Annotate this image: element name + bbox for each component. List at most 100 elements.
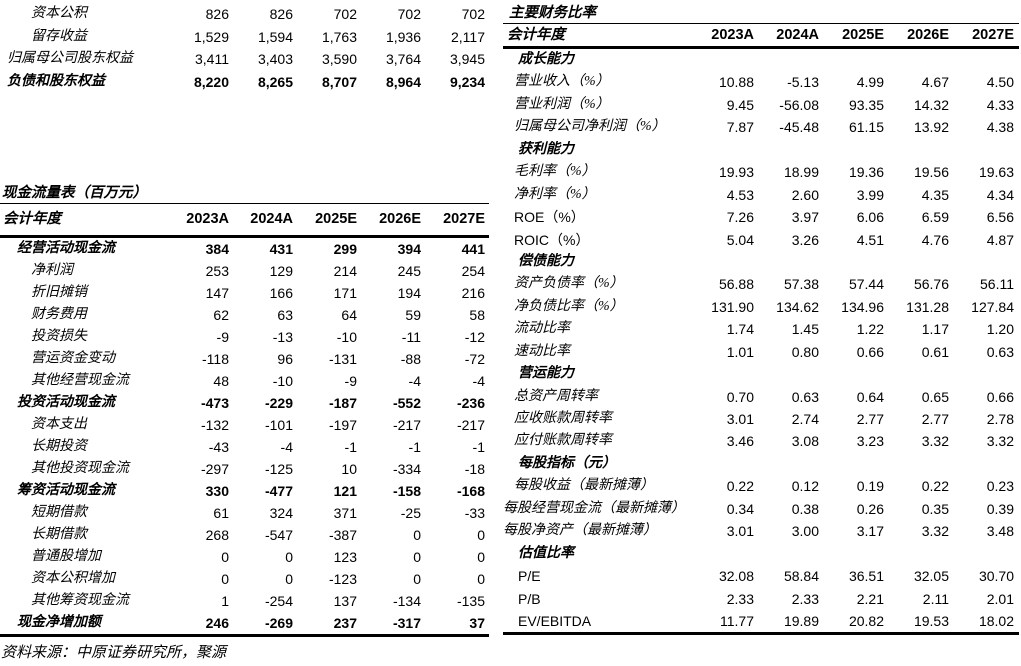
- cell: 0: [221, 549, 229, 565]
- row-label: 归属母公司净利润（%）: [514, 119, 666, 135]
- cell: 0.80: [791, 343, 819, 360]
- table-row: 其他经营现金流 48 -10 -9 -4 -4: [0, 370, 489, 392]
- cell: -132: [200, 417, 229, 433]
- cell: 1.74: [726, 321, 754, 338]
- table-row: EV/EBITDA 11.77 19.89 20.82 19.53 18.02: [503, 610, 1019, 632]
- cell: 137: [333, 593, 357, 609]
- row-label: 资本公积增加: [31, 571, 115, 586]
- cell: 2.33: [791, 590, 819, 607]
- row-label: P/E: [518, 568, 541, 585]
- cell: 0: [477, 571, 485, 587]
- table-row: 资本支出 -132 -101 -197 -217 -217: [0, 414, 489, 436]
- row-label: 成长能力: [518, 52, 574, 67]
- cell: [954, 543, 1019, 565]
- cell: 30.70: [978, 568, 1014, 585]
- cell: 194: [397, 285, 421, 301]
- cell: 147: [205, 285, 229, 301]
- row-label: 长期借款: [31, 527, 87, 542]
- cell: 2.74: [791, 411, 819, 427]
- cell: -4: [408, 373, 421, 389]
- cell: -33: [464, 505, 485, 521]
- cell: 6.06: [856, 209, 884, 226]
- cell: [889, 251, 954, 273]
- cell: [954, 453, 1019, 475]
- cell: 13.92: [913, 119, 949, 136]
- cell: 330: [205, 483, 229, 499]
- row-label: ROE（%）: [514, 209, 585, 226]
- cell: 4.50: [986, 74, 1014, 91]
- cell: -236: [456, 395, 485, 411]
- row-label: 速动比率: [514, 343, 570, 359]
- row-label: 归属母公司股东权益: [7, 51, 133, 66]
- row-label: 应付账款周转率: [514, 433, 612, 449]
- cell: 245: [397, 263, 421, 279]
- cell: -9: [216, 329, 229, 345]
- cell: 6.59: [921, 209, 949, 226]
- row-label: 每股净资产（最新摊薄）: [503, 523, 657, 539]
- cell: 9,234: [449, 73, 485, 90]
- cell: [759, 453, 824, 475]
- cell: 32.08: [718, 568, 754, 585]
- cell: 4.76: [921, 231, 949, 248]
- row-label: 其他筹资现金流: [31, 593, 129, 608]
- year-column-header: 2025E: [842, 27, 884, 43]
- cell: 441: [461, 241, 485, 257]
- cell: 64: [341, 307, 357, 323]
- cell: 2.78: [986, 411, 1014, 427]
- cell: -43: [208, 439, 229, 455]
- table-row: 净利润 253 129 214 245 254: [0, 260, 489, 282]
- cell: 1,936: [385, 28, 421, 45]
- cell: 394: [397, 241, 421, 257]
- cell: -134: [392, 593, 421, 609]
- cell: 3.01: [726, 523, 754, 540]
- row-label: 营运资金变动: [31, 351, 115, 366]
- cell: 3.01: [726, 411, 754, 427]
- cell: [759, 251, 824, 273]
- cell: 61: [213, 505, 229, 521]
- cell: 826: [269, 6, 293, 22]
- table-row: 投资活动现金流 -473 -229 -187 -552 -236: [0, 392, 489, 414]
- cell: 0.66: [856, 343, 884, 360]
- cell: 324: [269, 505, 293, 521]
- table-row: 每股收益（最新摊薄） 0.22 0.12 0.19 0.22 0.23: [503, 475, 1019, 497]
- cell: [824, 139, 889, 161]
- fiscal-year-header-label: 会计年度: [3, 211, 61, 227]
- cell: -10: [336, 329, 357, 345]
- row-label: 净利率（%）: [514, 186, 596, 202]
- cell: [759, 543, 824, 565]
- cell: -477: [264, 483, 293, 499]
- cell: 56.11: [980, 276, 1014, 293]
- row-label: 应收账款周转率: [514, 411, 612, 426]
- year-column-headers: 2023A 2024A 2025E 2026E 2027E: [169, 204, 489, 235]
- table-row: 应付账款周转率 3.46 3.08 3.23 3.32 3.32: [503, 430, 1019, 452]
- cell: [824, 453, 889, 475]
- cell: 1,594: [257, 28, 293, 45]
- cell: -158: [392, 483, 421, 499]
- cell: -254: [264, 593, 293, 609]
- row-label: 短期借款: [31, 505, 87, 520]
- cell: -197: [328, 417, 357, 433]
- table-row: 其他投资现金流 -297 -125 10 -334 -18: [0, 458, 489, 480]
- cell: 0.19: [856, 478, 884, 495]
- cell: 19.93: [718, 164, 754, 181]
- cell: 0.34: [726, 500, 754, 517]
- cell: 18.02: [978, 612, 1014, 629]
- financial-ratio-rows: 成长能力 营业收入（%） 10.88 -5.13 4.99 4.67 4.50 营业利润（%）…: [503, 49, 1019, 636]
- cell: 2.77: [921, 411, 949, 427]
- table-row: 每股指标（元）: [503, 453, 1019, 475]
- cell: 0: [477, 549, 485, 565]
- row-label: 留存收益: [31, 28, 87, 44]
- cell: 3.48: [986, 523, 1014, 540]
- cash-flow-table-title: 现金流量表（百万元）: [0, 183, 489, 204]
- cell: 19.56: [913, 164, 949, 181]
- table-row: 净负债比率（%） 131.90 134.62 134.96 131.28 127.84: [503, 296, 1019, 318]
- cell: -18: [464, 461, 485, 477]
- cell: 3.32: [986, 433, 1014, 450]
- row-label: 净负债比率（%）: [514, 298, 624, 314]
- cell: 2.01: [986, 590, 1014, 607]
- cell: -135: [456, 593, 485, 609]
- table-row: 归属母公司股东权益 3,411 3,403 3,590 3,764 3,945: [0, 48, 489, 71]
- cell: [889, 363, 954, 385]
- cell: 11.77: [720, 612, 754, 629]
